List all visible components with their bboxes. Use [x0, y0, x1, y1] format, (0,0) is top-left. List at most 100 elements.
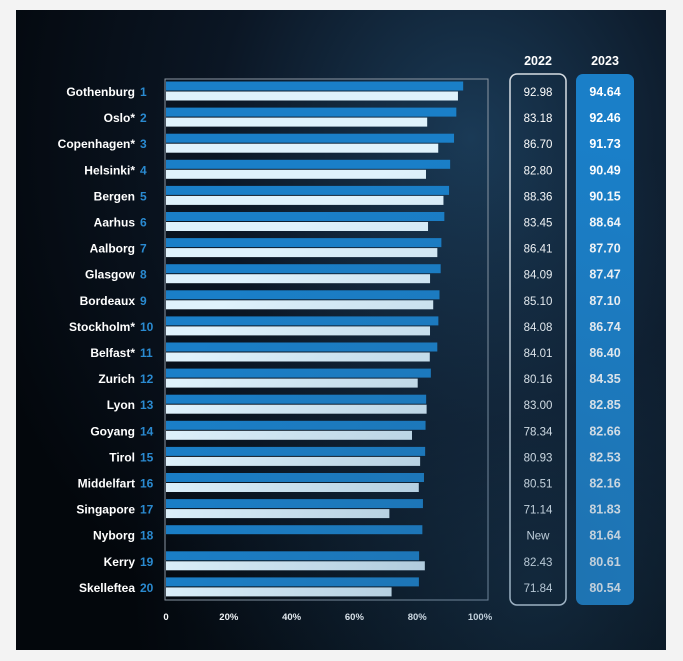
rank-label: 20 — [140, 581, 154, 595]
rank-label: 6 — [140, 216, 147, 230]
bar-2023 — [166, 264, 441, 274]
bar-2023 — [166, 473, 424, 482]
bar-2022 — [166, 561, 425, 571]
city-label: Lyon — [107, 398, 135, 412]
column-2022-box — [509, 73, 567, 606]
bar-2022 — [166, 378, 418, 388]
bar-2022 — [166, 274, 431, 284]
column-header-2023: 2023 — [591, 54, 619, 68]
bar-2023 — [166, 420, 426, 430]
city-label: Aarhus — [94, 216, 136, 230]
column-2023-box — [576, 74, 634, 605]
bar-2023 — [166, 185, 450, 195]
bar-2023 — [166, 525, 423, 535]
x-tick-label: 60% — [345, 612, 365, 623]
value-2022: 82.43 — [524, 557, 553, 569]
city-label: Kerry — [104, 555, 136, 569]
bar-2023 — [166, 212, 445, 221]
rank-label: 19 — [140, 555, 154, 569]
value-2023: 86.74 — [589, 320, 620, 334]
rank-label: 12 — [140, 372, 154, 386]
city-label: Oslo* — [104, 111, 136, 125]
bar-2022 — [166, 483, 419, 492]
bar-2023 — [166, 159, 451, 169]
city-label: Helsinki* — [84, 163, 135, 177]
value-2023: 82.66 — [589, 424, 620, 438]
city-label: Glasgow — [85, 268, 136, 282]
plot-frame — [164, 78, 489, 601]
value-2023: 86.40 — [589, 346, 620, 360]
city-label: Belfast* — [90, 346, 135, 360]
rank-label: 14 — [140, 424, 154, 438]
value-2023: 82.85 — [589, 398, 620, 412]
bar-2023 — [166, 238, 442, 248]
rank-label: 17 — [140, 503, 154, 517]
value-2023: 90.49 — [589, 163, 620, 177]
value-2023: 91.73 — [589, 137, 620, 151]
x-tick-label: 0 — [163, 612, 168, 623]
value-2022: 80.16 — [524, 374, 553, 386]
value-2023: 80.54 — [589, 581, 620, 595]
city-label: Stockholm* — [69, 320, 135, 334]
x-tick-label: 20% — [219, 612, 239, 623]
bar-2022 — [166, 587, 392, 597]
rank-label: 3 — [140, 137, 147, 151]
value-2023: 80.61 — [589, 555, 620, 569]
value-2023: 87.47 — [589, 268, 620, 282]
value-2023: 87.10 — [589, 294, 620, 308]
bar-2022 — [166, 169, 426, 179]
bar-2022 — [166, 509, 390, 519]
bar-2022 — [166, 195, 444, 205]
rank-label: 4 — [140, 163, 147, 177]
bar-2022 — [166, 352, 430, 362]
bar-2023 — [166, 133, 455, 143]
bar-2022 — [166, 430, 412, 440]
value-2022: 80.51 — [524, 479, 553, 491]
value-2022: 86.41 — [524, 244, 553, 256]
city-label: Tirol — [109, 450, 135, 464]
bar-2022 — [166, 143, 439, 153]
city-label: Bergen — [94, 189, 135, 203]
city-label: Copenhagen* — [58, 137, 136, 151]
bar-2022 — [166, 117, 428, 127]
rank-label: 5 — [140, 189, 147, 203]
bar-2022 — [166, 456, 421, 466]
city-label: Gothenburg — [66, 85, 135, 99]
bar-2023 — [166, 290, 440, 300]
bar-2022 — [166, 91, 458, 101]
bar-2022 — [166, 222, 429, 231]
rank-label: 11 — [140, 346, 153, 360]
rank-label: 10 — [140, 320, 154, 334]
x-tick-label: 40% — [282, 612, 302, 623]
bar-2023 — [166, 316, 439, 326]
value-2023: 82.16 — [589, 477, 620, 491]
value-2022: 84.09 — [524, 270, 553, 282]
bar-2023 — [166, 368, 431, 378]
bar-2023 — [166, 394, 427, 404]
value-2023: 88.64 — [589, 216, 620, 230]
rank-label: 9 — [140, 294, 147, 308]
bar-2023 — [166, 342, 438, 352]
value-2022: New — [526, 531, 550, 543]
value-2022: 84.01 — [524, 348, 553, 360]
value-2023: 81.83 — [589, 503, 620, 517]
value-2022: 88.36 — [524, 191, 553, 203]
value-2023: 92.46 — [589, 111, 620, 125]
city-label: Nyborg — [93, 529, 135, 543]
city-label: Skelleftea — [79, 581, 135, 595]
rank-label: 8 — [140, 268, 147, 282]
bar-2023 — [166, 577, 419, 587]
city-label: Zurich — [98, 372, 135, 386]
rank-label: 16 — [140, 477, 154, 491]
value-2023: 82.53 — [589, 450, 620, 464]
bar-2023 — [166, 446, 426, 456]
bar-2022 — [166, 404, 427, 414]
bar-2023 — [166, 499, 423, 509]
rank-label: 1 — [140, 85, 147, 99]
value-2023: 94.64 — [589, 85, 620, 99]
bar-2023 — [166, 107, 457, 117]
city-label: Singapore — [76, 503, 135, 517]
rank-label: 7 — [140, 242, 147, 256]
column-header-2022: 2022 — [524, 54, 552, 68]
